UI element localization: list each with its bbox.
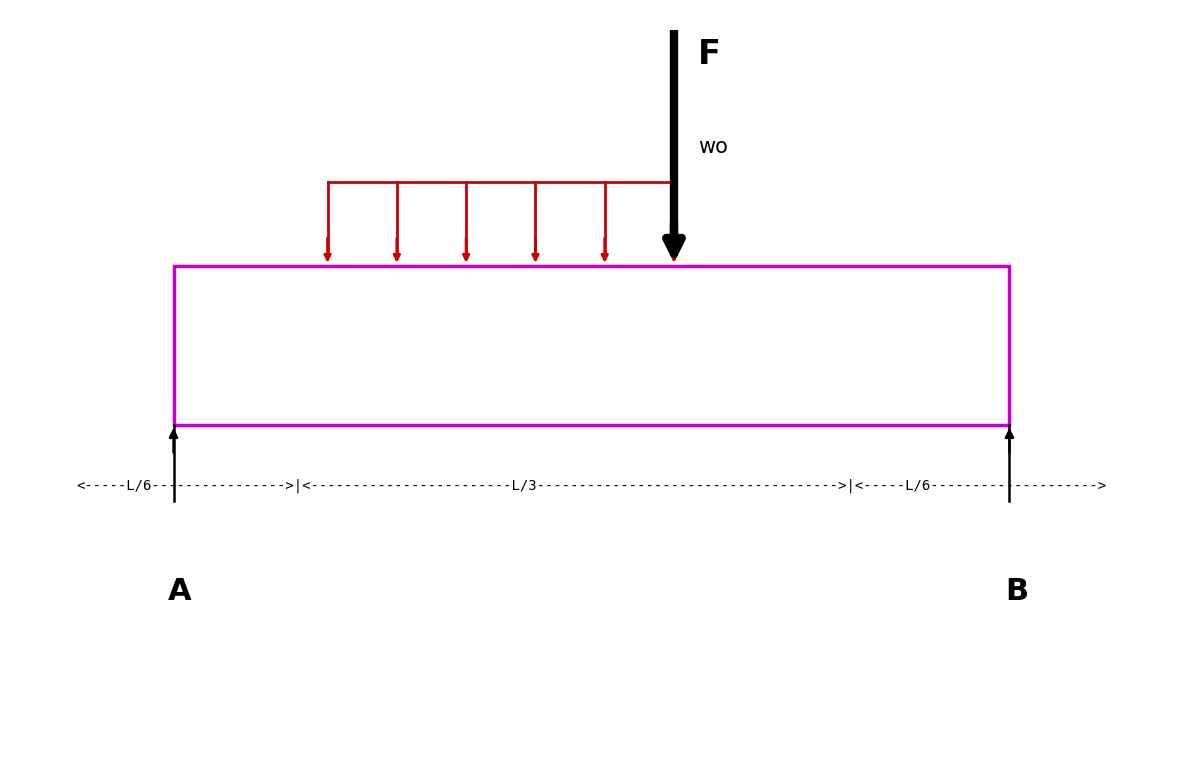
Text: A: A (168, 577, 192, 606)
Text: F: F (698, 38, 721, 71)
Text: wo: wo (698, 137, 728, 156)
Text: B: B (1006, 577, 1028, 606)
Bar (174, 266, 1009, 425)
Text: <-----L/6---------------->|<------------------------L/3-------------------------: <-----L/6---------------->|<------------… (77, 478, 1106, 493)
